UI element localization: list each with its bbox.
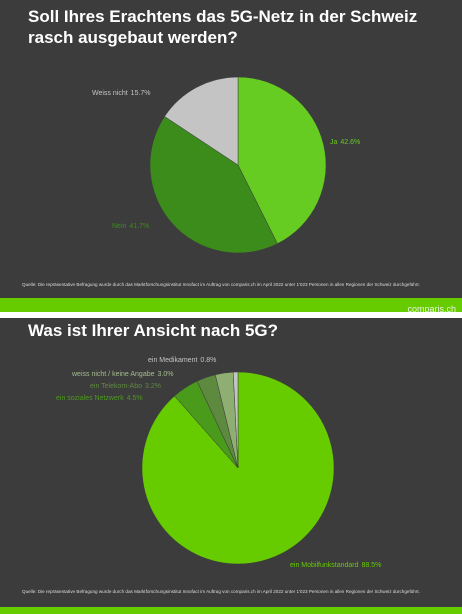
footer-bar: comparis.ch xyxy=(0,298,462,312)
value-label: 3.0% xyxy=(158,371,174,378)
pie-slice xyxy=(164,76,239,166)
value-label: 88.5% xyxy=(362,562,382,569)
chart-panel: ein Mobilfunkstandard 88.5% ein soziales N… xyxy=(0,318,462,614)
chart: Ja 42.6% Nein 41.7% Weiss nicht 15.7% xyxy=(92,76,360,254)
slice-label: ein Mobilfunkstandard 88.5% xyxy=(290,562,381,569)
category-label: ein soziales Netzwerk xyxy=(56,395,124,402)
slice-label: Ja 42.6% xyxy=(330,139,360,146)
footer-bar xyxy=(0,607,462,614)
category-label: Nein xyxy=(112,223,127,230)
slice-label: ein soziales Netzwerk 4.5% xyxy=(56,395,143,402)
category-label: ein Mobilfunkstandard xyxy=(290,562,359,569)
slice-label: ein Telekom-Abo 3.2% xyxy=(90,383,161,390)
source-note: Quelle: Die repräsentative Befragung wur… xyxy=(22,589,420,594)
chart: ein Mobilfunkstandard 88.5% ein soziales N… xyxy=(56,357,381,569)
category-label: Weiss nicht xyxy=(92,90,128,97)
value-label: 0.8% xyxy=(200,357,216,364)
slice-label: weiss nicht / keine Angabe 3.0% xyxy=(71,371,173,378)
value-label: 41.7% xyxy=(129,223,149,230)
chart-title: Soll Ihres Erachtens das 5G-Netz in der … xyxy=(28,7,418,47)
category-label: ein Medikament xyxy=(148,357,197,364)
source-note: Quelle: Die repräsentative Befragung wur… xyxy=(22,282,420,287)
value-label: 42.6% xyxy=(340,139,360,146)
chart-panel: Ja 42.6% Nein 41.7% Weiss nicht 15.7% Soll Ih… xyxy=(0,0,462,312)
slice-label: Weiss nicht 15.7% xyxy=(92,90,151,97)
category-label: Ja xyxy=(330,139,338,146)
value-label: 3.2% xyxy=(145,383,161,390)
value-label: 4.5% xyxy=(127,395,143,402)
pie-slice xyxy=(237,76,327,244)
slice-label: ein Medikament 0.8% xyxy=(148,357,216,364)
pie-slice xyxy=(149,116,278,254)
pie-slice xyxy=(232,371,239,469)
category-label: ein Telekom-Abo xyxy=(90,383,142,390)
chart-title: Was ist Ihrer Ansicht nach 5G? xyxy=(28,321,279,340)
footer: comparis.ch xyxy=(407,304,456,312)
value-label: 15.7% xyxy=(131,90,151,97)
slice-label: Nein 41.7% xyxy=(112,223,149,230)
category-label: weiss nicht / keine Angabe xyxy=(71,371,155,378)
